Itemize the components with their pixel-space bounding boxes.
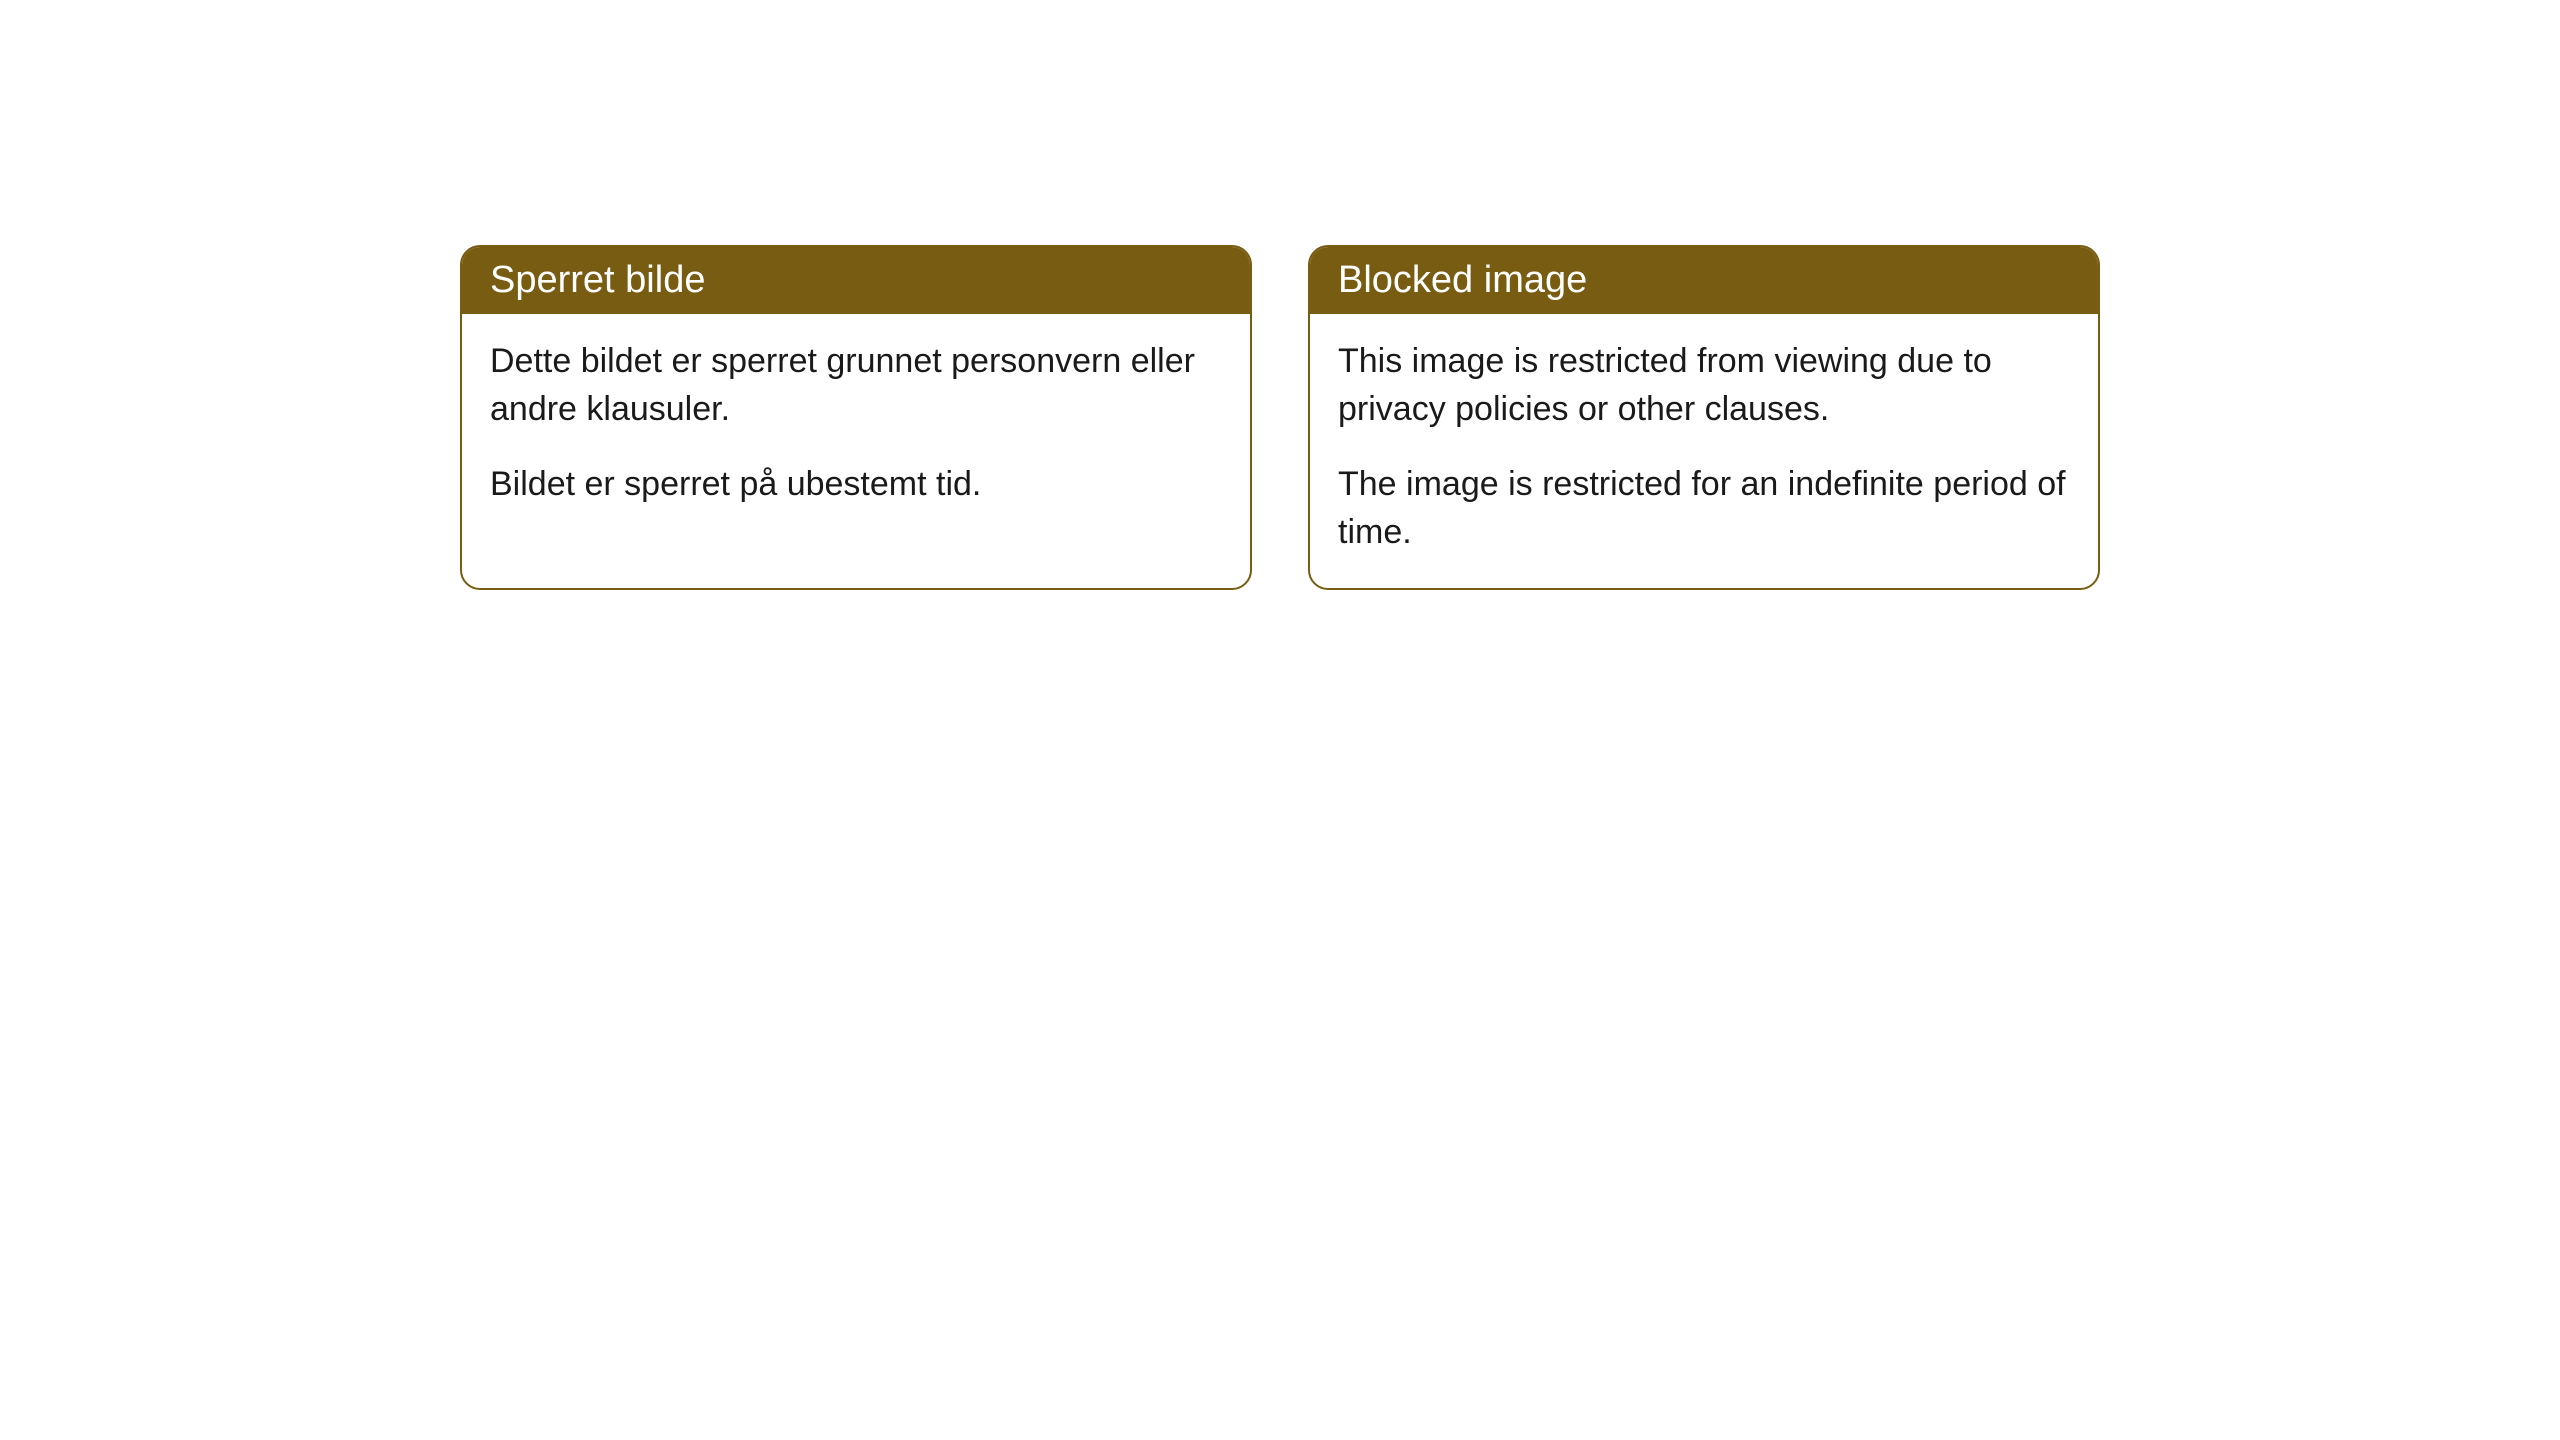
card-title: Blocked image — [1338, 259, 1587, 301]
notice-card-english: Blocked image This image is restricted f… — [1308, 245, 2100, 590]
card-header: Blocked image — [1310, 247, 2098, 314]
notice-card-norwegian: Sperret bilde Dette bildet er sperret gr… — [460, 245, 1252, 590]
card-header: Sperret bilde — [462, 247, 1250, 314]
notice-cards-container: Sperret bilde Dette bildet er sperret gr… — [460, 245, 2100, 590]
card-title: Sperret bilde — [490, 259, 705, 301]
card-paragraph: The image is restricted for an indefinit… — [1338, 461, 2070, 556]
card-paragraph: Bildet er sperret på ubestemt tid. — [490, 461, 1222, 509]
card-paragraph: Dette bildet er sperret grunnet personve… — [490, 338, 1222, 433]
card-body: Dette bildet er sperret grunnet personve… — [462, 314, 1250, 541]
card-body: This image is restricted from viewing du… — [1310, 314, 2098, 588]
card-paragraph: This image is restricted from viewing du… — [1338, 338, 2070, 433]
